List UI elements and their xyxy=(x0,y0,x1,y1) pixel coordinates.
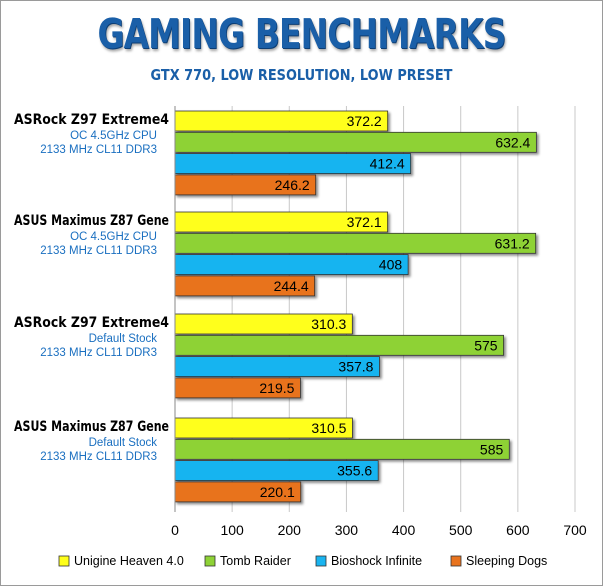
x-tick-label: 300 xyxy=(335,522,359,538)
legend-label: Tomb Raider xyxy=(220,554,291,568)
group-memory-label: 2133 MHz CL11 DDR3 xyxy=(40,451,157,463)
legend-swatch xyxy=(204,555,216,567)
bar-value-label: 220.1 xyxy=(260,484,295,500)
bar xyxy=(174,438,510,460)
legend-swatch xyxy=(450,555,462,567)
legend-label: Bioshock Infinite xyxy=(331,554,422,568)
bar-value-label: 585 xyxy=(480,441,504,457)
group-name-label: ASUS Maximus Z87 Gene xyxy=(14,419,169,435)
x-tick-label: 0 xyxy=(171,522,179,538)
chart-title: GAMING BENCHMARKS xyxy=(97,10,506,58)
bar-value-label: 310.5 xyxy=(311,420,346,436)
x-tick-label: 400 xyxy=(392,522,416,538)
bar xyxy=(174,232,537,254)
group-cpu-label: Default Stock xyxy=(89,333,158,345)
x-tick-label: 100 xyxy=(220,522,244,538)
bar-value-label: 575 xyxy=(474,337,498,353)
legend-label: Sleeping Dogs xyxy=(466,554,547,568)
chart-subtitle: GTX 770, LOW RESOLUTION, LOW PRESET xyxy=(150,66,453,84)
bar-value-label: 310.3 xyxy=(311,316,346,332)
bar xyxy=(174,334,504,356)
group-cpu-label: OC 4.5GHz CPU xyxy=(70,130,157,142)
bar xyxy=(174,254,409,276)
legend-swatch xyxy=(315,555,327,567)
bar xyxy=(174,131,537,153)
bar-value-label: 632.4 xyxy=(495,134,530,150)
bar-value-label: 631.2 xyxy=(495,235,530,251)
x-tick-label: 700 xyxy=(563,522,587,538)
bar-value-label: 219.5 xyxy=(259,380,294,396)
group-cpu-label: OC 4.5GHz CPU xyxy=(70,231,157,243)
legend-label: Unigine Heaven 4.0 xyxy=(74,554,184,568)
group-cpu-label: Default Stock xyxy=(89,437,158,449)
x-tick-label: 500 xyxy=(449,522,473,538)
group-name-label: ASRock Z97 Extreme4 xyxy=(14,112,169,128)
x-tick-label: 600 xyxy=(506,522,530,538)
group-name-label: ASUS Maximus Z87 Gene xyxy=(14,213,169,229)
legend-swatch xyxy=(58,555,70,567)
group-memory-label: 2133 MHz CL11 DDR3 xyxy=(40,245,157,257)
group-name-label: ASRock Z97 Extreme4 xyxy=(14,315,169,331)
bar-value-label: 357.8 xyxy=(338,359,373,375)
bar-value-label: 408 xyxy=(379,257,403,273)
bar-value-label: 372.1 xyxy=(347,214,382,230)
group-memory-label: 2133 MHz CL11 DDR3 xyxy=(40,347,157,359)
bar-value-label: 412.4 xyxy=(370,156,405,172)
bar-value-label: 244.4 xyxy=(274,278,309,294)
x-tick-label: 200 xyxy=(278,522,302,538)
bar-value-label: 246.2 xyxy=(275,177,310,193)
bar-value-label: 355.6 xyxy=(337,463,372,479)
bar-value-label: 372.2 xyxy=(347,113,382,129)
group-memory-label: 2133 MHz CL11 DDR3 xyxy=(40,144,157,156)
